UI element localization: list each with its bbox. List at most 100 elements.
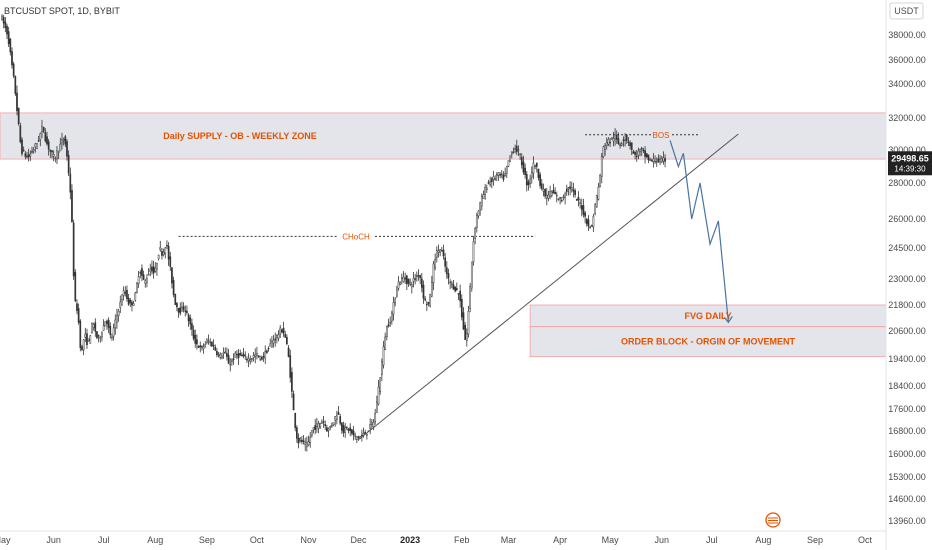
candle-body[interactable]: [247, 358, 250, 362]
candle-body[interactable]: [232, 358, 235, 360]
candle-body[interactable]: [499, 173, 501, 176]
candle-body[interactable]: [379, 377, 382, 392]
candle-body[interactable]: [512, 151, 515, 153]
candle-body[interactable]: [519, 153, 521, 155]
candle-body[interactable]: [407, 278, 410, 284]
candle-body[interactable]: [51, 150, 53, 153]
candle-body[interactable]: [76, 303, 78, 311]
candle-body[interactable]: [577, 197, 580, 201]
candle-body[interactable]: [397, 281, 400, 289]
candle-body[interactable]: [627, 141, 630, 143]
candle-body[interactable]: [644, 150, 646, 157]
candle-body[interactable]: [597, 186, 600, 200]
candle-body[interactable]: [655, 161, 658, 163]
candle-body[interactable]: [117, 310, 120, 317]
candle-body[interactable]: [57, 151, 60, 153]
candle-body[interactable]: [159, 247, 162, 251]
candle-body[interactable]: [562, 196, 565, 198]
candle-body[interactable]: [332, 422, 335, 425]
candle-body[interactable]: [582, 205, 585, 215]
price-axis[interactable]: USDT 38000.00 36000.00 34000.00 32000.00 300…: [885, 0, 932, 550]
candle-body[interactable]: [322, 421, 325, 423]
candle-body[interactable]: [261, 357, 263, 360]
candle-body[interactable]: [347, 428, 350, 431]
candle-body[interactable]: [17, 107, 20, 124]
candle-body[interactable]: [455, 288, 458, 291]
candle-body[interactable]: [329, 426, 332, 428]
candle-body[interactable]: [469, 285, 471, 309]
candle-body[interactable]: [304, 442, 307, 445]
candle-body[interactable]: [241, 354, 243, 357]
candle-body[interactable]: [36, 143, 38, 149]
candle-body[interactable]: [111, 336, 113, 339]
candle-body[interactable]: [569, 186, 571, 189]
candle-body[interactable]: [207, 340, 210, 342]
candle-body[interactable]: [222, 352, 225, 354]
candle-body[interactable]: [331, 425, 333, 427]
candle-body[interactable]: [312, 427, 315, 430]
candle-body[interactable]: [477, 210, 480, 217]
candle-body[interactable]: [137, 276, 140, 284]
candle-body[interactable]: [427, 302, 430, 304]
candle-body[interactable]: [579, 202, 581, 204]
candle-body[interactable]: [510, 152, 513, 155]
candle-body[interactable]: [552, 189, 555, 194]
candle-body[interactable]: [440, 250, 443, 252]
candle-body[interactable]: [74, 272, 77, 302]
candle-body[interactable]: [549, 190, 551, 197]
candle-body[interactable]: [404, 277, 407, 280]
candle-body[interactable]: [147, 274, 150, 276]
candle-body[interactable]: [104, 321, 107, 327]
candle-body[interactable]: [174, 293, 177, 305]
candle-body[interactable]: [352, 430, 355, 435]
candle-body[interactable]: [659, 159, 661, 163]
candle-body[interactable]: [480, 196, 483, 207]
candle-body[interactable]: [460, 299, 463, 318]
candle-body[interactable]: [489, 181, 491, 186]
candle-body[interactable]: [234, 352, 237, 358]
candle-body[interactable]: [504, 173, 506, 176]
candle-body[interactable]: [32, 149, 35, 152]
candle-body[interactable]: [559, 197, 561, 199]
candle-body[interactable]: [231, 359, 233, 362]
candle-body[interactable]: [291, 371, 293, 392]
candle-body[interactable]: [630, 142, 633, 150]
candle-body[interactable]: [286, 336, 288, 345]
candle-body[interactable]: [660, 158, 663, 163]
candle-body[interactable]: [257, 355, 260, 357]
candle-body[interactable]: [326, 427, 328, 432]
candle-body[interactable]: [339, 416, 342, 424]
candle-body[interactable]: [252, 355, 255, 358]
candle-body[interactable]: [575, 199, 578, 201]
candle-body[interactable]: [409, 282, 412, 285]
candle-body[interactable]: [164, 247, 167, 255]
candle-body[interactable]: [81, 346, 83, 350]
candle-body[interactable]: [269, 343, 272, 347]
candle-body[interactable]: [629, 142, 631, 147]
candle-body[interactable]: [395, 289, 398, 297]
candle-body[interactable]: [470, 261, 473, 289]
candle-body[interactable]: [524, 167, 526, 176]
candle-body[interactable]: [251, 358, 253, 360]
candle-body[interactable]: [584, 212, 586, 217]
candle-body[interactable]: [520, 157, 523, 166]
candle-body[interactable]: [650, 160, 653, 162]
candle-body[interactable]: [622, 139, 625, 141]
candle-body[interactable]: [599, 174, 601, 187]
candle-body[interactable]: [605, 142, 608, 146]
candle-body[interactable]: [224, 351, 227, 354]
candle-body[interactable]: [410, 284, 413, 288]
candle-body[interactable]: [294, 412, 297, 429]
candle-body[interactable]: [9, 38, 12, 53]
candle-body[interactable]: [487, 182, 490, 184]
candle-body[interactable]: [414, 278, 417, 280]
candle-body[interactable]: [136, 282, 138, 293]
candle-body[interactable]: [649, 159, 651, 161]
candle-body[interactable]: [612, 138, 615, 142]
candle-body[interactable]: [515, 145, 518, 153]
candle-body[interactable]: [31, 151, 33, 153]
candle-body[interactable]: [24, 153, 27, 157]
candle-body[interactable]: [276, 334, 278, 338]
candle-body[interactable]: [522, 161, 525, 173]
